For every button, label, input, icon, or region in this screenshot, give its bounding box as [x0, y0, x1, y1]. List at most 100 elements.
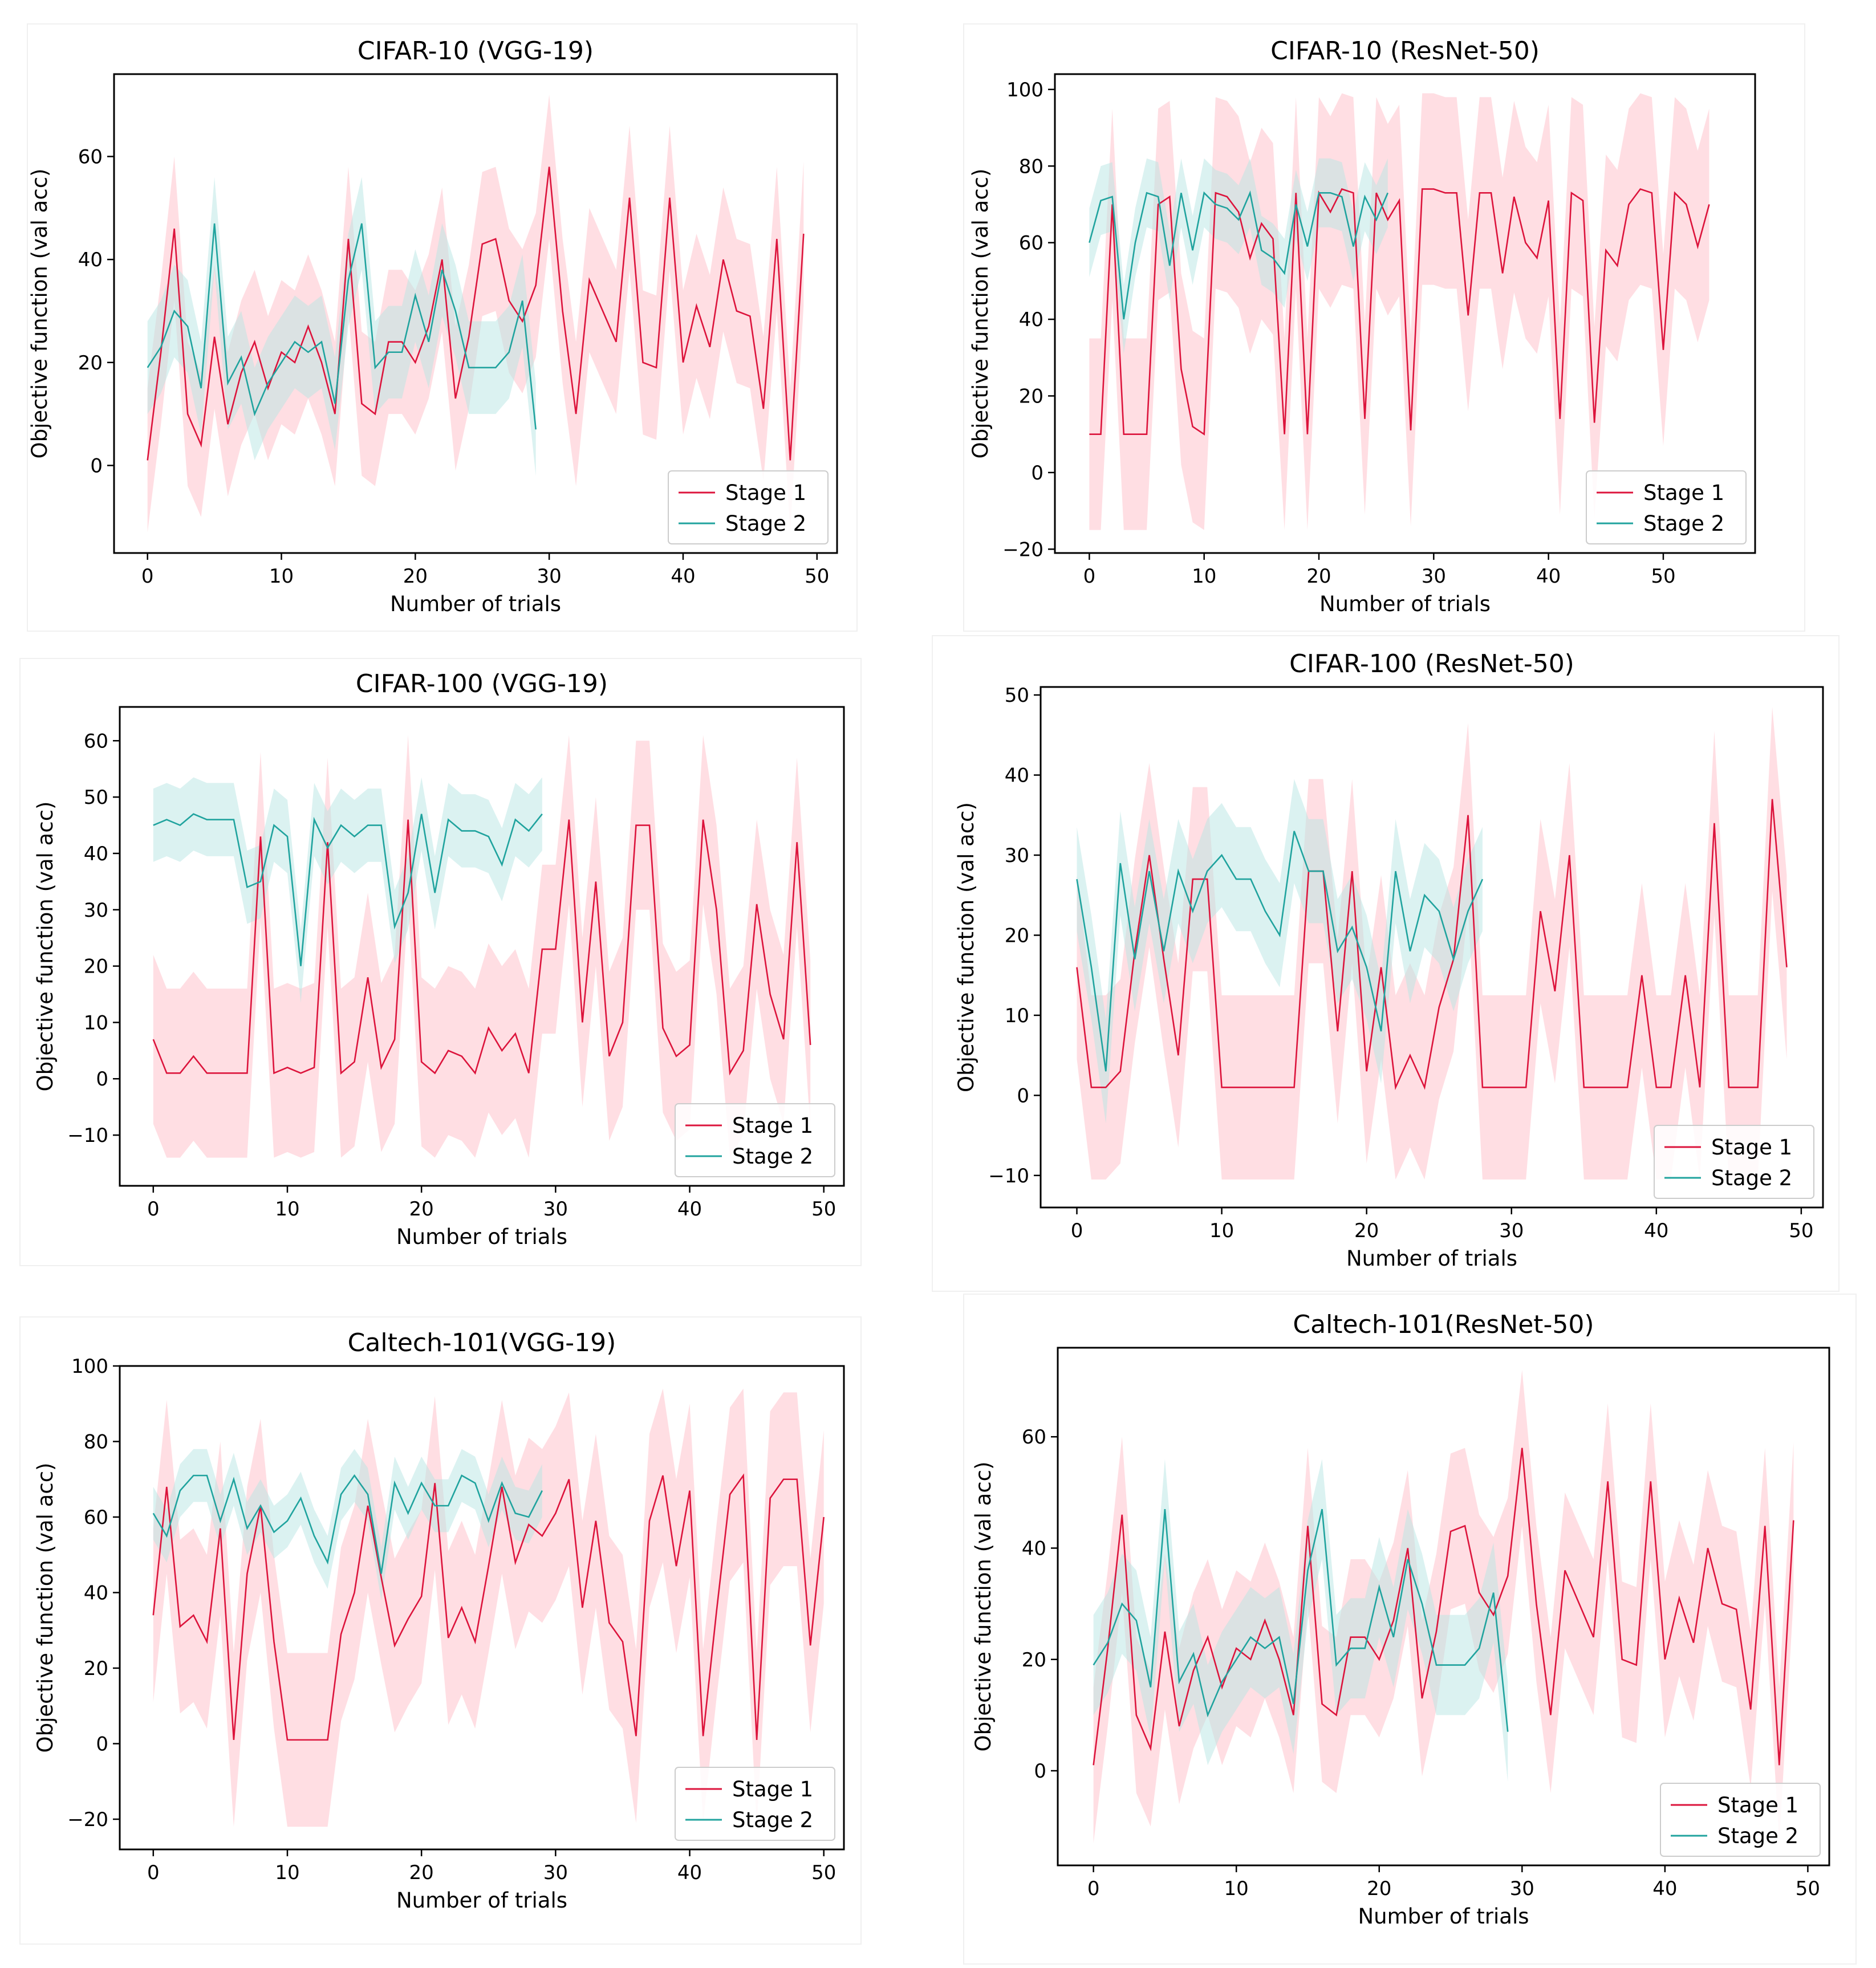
- y-axis-label: Objective function (val acc): [971, 1462, 996, 1752]
- x-tick-label: 0: [1071, 1219, 1083, 1242]
- legend-label: Stage 2: [732, 1808, 813, 1832]
- chart-panel: 0 10 20 30 40 50 0 20 40 60 CIFAR-10 (VGG-19) Numbe…: [27, 23, 858, 632]
- legend: Stage 1 Stage 2: [675, 1103, 835, 1177]
- series-line: [153, 813, 543, 966]
- series-line: [1076, 831, 1484, 1072]
- x-axis-label: Number of trials: [390, 592, 561, 616]
- legend-box: [668, 470, 829, 544]
- series-line: [152, 819, 811, 1076]
- y-tick-label: 20: [84, 1657, 108, 1680]
- x-tick-label: 40: [1652, 1877, 1677, 1900]
- x-tick-label: 0: [1083, 565, 1096, 588]
- x-tick-label: 20: [1354, 1219, 1379, 1242]
- y-tick-label: 20: [84, 955, 108, 978]
- y-tick-label: 80: [1019, 155, 1043, 178]
- y-tick-label: 0: [1017, 1084, 1029, 1107]
- x-tick-label: 30: [1510, 1877, 1534, 1900]
- x-tick-label: 40: [677, 1198, 702, 1221]
- chart-title: Caltech-101(VGG-19): [348, 1328, 616, 1357]
- confidence-band: [1093, 1370, 1794, 1843]
- x-tick-label: 20: [409, 1198, 434, 1221]
- x-tick-label: 30: [1422, 565, 1446, 588]
- x-tick-label: 20: [403, 565, 428, 588]
- y-tick-label: 40: [78, 249, 103, 271]
- x-tick-label: 50: [1796, 1877, 1820, 1900]
- legend: Stage 1 Stage 2: [668, 470, 829, 544]
- y-tick-label: −20: [1002, 538, 1043, 561]
- chart-panel: 0 10 20 30 40 50 −20 0 20 40 60 80 100 CIFAR-10 (ResN…: [963, 23, 1805, 632]
- plot-area: [147, 95, 805, 532]
- y-tick-label: 60: [1019, 232, 1043, 255]
- x-tick-label: 50: [805, 565, 829, 588]
- series-line: [147, 166, 805, 461]
- x-tick-label: 0: [1087, 1877, 1100, 1900]
- y-tick-label: 20: [1022, 1649, 1046, 1672]
- x-tick-label: 20: [1367, 1877, 1391, 1900]
- plot-area: [1089, 93, 1710, 530]
- y-tick-label: 20: [1005, 924, 1029, 947]
- chart-panel: 0 10 20 30 40 50 −10 0 10 20 30 40 50 60 CIFAR-100 (VG…: [19, 658, 862, 1266]
- y-tick-label: 10: [84, 1011, 108, 1034]
- chart-title: CIFAR-100 (ResNet-50): [1289, 649, 1574, 678]
- y-tick-label: 20: [1019, 385, 1043, 408]
- y-tick-label: 20: [78, 352, 103, 375]
- legend-label: Stage 1: [1711, 1135, 1792, 1160]
- series-line: [1093, 1508, 1509, 1732]
- x-tick-label: 0: [147, 1198, 160, 1221]
- y-tick-label: 80: [84, 1431, 108, 1454]
- x-tick-label: 10: [1224, 1877, 1249, 1900]
- x-tick-label: 20: [1306, 565, 1331, 588]
- plot-area: [1093, 1370, 1794, 1843]
- legend-label: Stage 2: [725, 511, 806, 536]
- series-line: [1089, 188, 1710, 436]
- confidence-band: [1077, 779, 1483, 1124]
- confidence-band: [153, 735, 811, 1158]
- y-tick-label: 0: [96, 1068, 108, 1091]
- x-tick-label: 20: [409, 1861, 434, 1884]
- x-axis-label: Number of trials: [1358, 1904, 1529, 1929]
- y-tick-label: 0: [90, 454, 103, 477]
- plot-area: [152, 735, 811, 1158]
- confidence-band: [1089, 158, 1388, 354]
- x-tick-label: 30: [543, 1198, 568, 1221]
- x-tick-label: 30: [543, 1861, 568, 1884]
- legend-label: Stage 1: [725, 481, 806, 505]
- y-tick-label: 50: [84, 786, 108, 809]
- x-tick-label: 10: [1209, 1219, 1234, 1242]
- x-tick-label: 10: [275, 1861, 299, 1884]
- x-tick-label: 0: [147, 1861, 160, 1884]
- series-line: [152, 1474, 543, 1574]
- legend: Stage 1 Stage 2: [1660, 1783, 1821, 1857]
- legend: Stage 1 Stage 2: [675, 1767, 835, 1841]
- chart-title: CIFAR-100 (VGG-19): [356, 669, 608, 698]
- y-tick-label: 60: [84, 1506, 108, 1529]
- legend-box: [675, 1767, 835, 1841]
- chart-panel: 0 10 20 30 40 50 −10 0 10 20 30 40 50 CIFAR-100 (ResN…: [932, 635, 1840, 1292]
- plot-area: [152, 1388, 825, 1827]
- chart-panel: 0 10 20 30 40 50 −20 0 20 40 60 80 100 Caltech-101(VG…: [19, 1316, 862, 1945]
- chart-title: Caltech-101(ResNet-50): [1293, 1310, 1594, 1339]
- legend-label: Stage 1: [1643, 481, 1724, 505]
- series-line: [152, 1473, 825, 1741]
- series-line: [147, 223, 537, 430]
- axes-frame: [119, 706, 845, 1187]
- y-tick-label: −10: [988, 1165, 1029, 1188]
- x-tick-label: 50: [1651, 565, 1675, 588]
- x-axis-label: Number of trials: [396, 1888, 567, 1913]
- y-tick-label: 100: [1006, 79, 1043, 101]
- plot-area: [1076, 707, 1788, 1180]
- confidence-band: [153, 1449, 542, 1600]
- y-axis-label: Objective function (val acc): [27, 169, 52, 459]
- y-axis-label: Objective function (val acc): [33, 1463, 58, 1753]
- y-tick-label: 100: [71, 1355, 108, 1378]
- series-line: [1093, 1447, 1794, 1766]
- x-tick-label: 40: [677, 1861, 702, 1884]
- y-tick-label: 0: [1034, 1760, 1046, 1783]
- y-tick-label: 40: [84, 1582, 108, 1605]
- legend-label: Stage 2: [1711, 1166, 1792, 1190]
- x-tick-label: 0: [141, 565, 154, 588]
- legend-label: Stage 1: [732, 1777, 813, 1802]
- y-tick-label: 10: [1005, 1005, 1029, 1027]
- legend-label: Stage 2: [732, 1144, 813, 1169]
